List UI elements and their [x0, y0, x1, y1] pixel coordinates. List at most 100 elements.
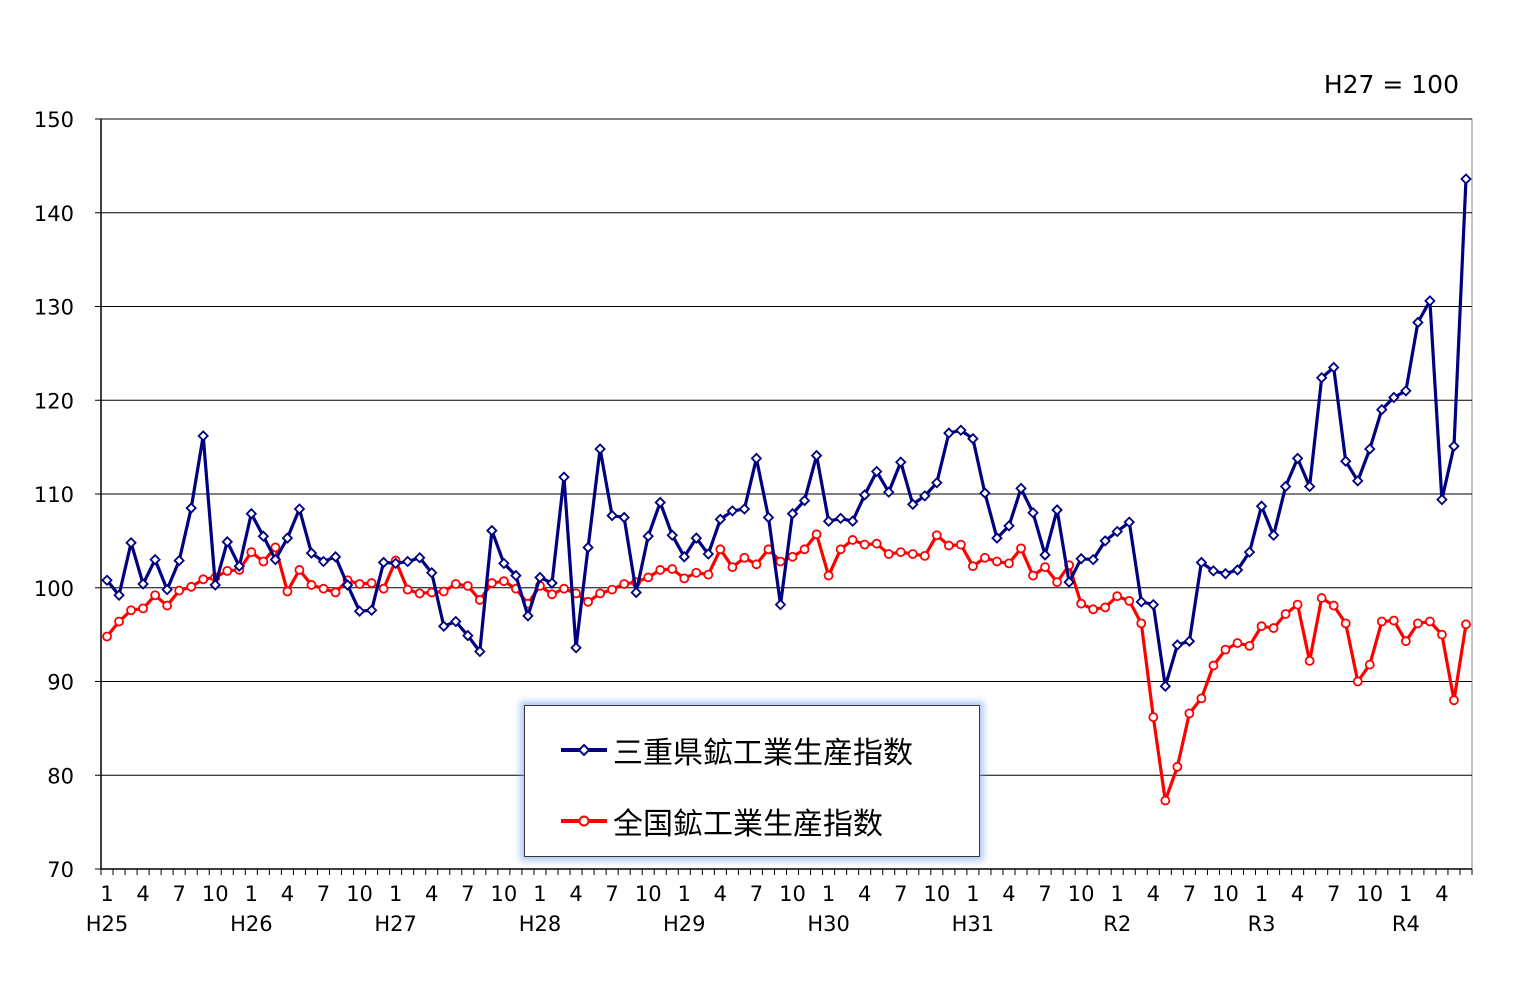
data-point [1063, 576, 1075, 588]
data-point [786, 507, 799, 520]
data-point [870, 465, 883, 478]
data-point [774, 598, 787, 611]
data-point [667, 564, 678, 574]
data-point [1388, 615, 1399, 626]
x-tick-label: 10 [923, 882, 950, 906]
data-point [1412, 316, 1424, 329]
data-point [618, 511, 630, 524]
data-point [1364, 443, 1376, 455]
data-point [727, 562, 738, 573]
y-tick-label: 110 [34, 483, 74, 507]
data-point [486, 578, 497, 588]
x-tick-label: 7 [894, 882, 907, 906]
x-year-label: H29 [663, 912, 706, 936]
data-point [1448, 440, 1460, 452]
data-point [510, 569, 522, 582]
x-tick-label: 1 [678, 882, 691, 906]
data-point [559, 583, 569, 594]
data-point [655, 565, 666, 575]
data-point [1100, 602, 1111, 613]
data-point [654, 496, 666, 509]
x-tick-label: 1 [389, 882, 402, 906]
data-point [269, 553, 282, 566]
data-point [583, 596, 593, 607]
data-point [450, 579, 461, 589]
x-year-label: H30 [807, 912, 850, 936]
data-point [678, 551, 691, 563]
x-tick-label: 4 [569, 882, 582, 906]
data-point [330, 587, 341, 598]
data-point [1099, 535, 1111, 547]
x-tick-label: 4 [1291, 882, 1304, 906]
x-tick-label: 1 [822, 882, 835, 906]
data-point [486, 524, 498, 537]
y-tick-label: 120 [34, 389, 74, 413]
x-tick-label: 7 [1327, 882, 1340, 906]
data-point [1172, 761, 1183, 772]
x-year-label: H27 [374, 912, 417, 936]
series-mie [101, 173, 1472, 692]
data-point [858, 489, 871, 501]
data-point [498, 557, 510, 570]
data-point [798, 494, 811, 507]
x-year-label: R2 [1103, 912, 1131, 936]
data-point [1267, 529, 1280, 542]
base-year-note: H27 = 100 [1323, 70, 1459, 99]
x-tick-label: 7 [605, 882, 618, 906]
data-point [751, 559, 762, 570]
x-tick-label: 1 [245, 882, 258, 906]
y-axis: 70 80 90 100 110 120 130 140 150 [34, 108, 102, 882]
data-point [739, 552, 750, 563]
x-tick-label: 4 [858, 882, 871, 906]
data-point [1027, 506, 1039, 519]
data-point [690, 532, 703, 544]
y-tick-label: 140 [34, 202, 74, 226]
data-point [306, 580, 317, 590]
data-point [1219, 567, 1232, 580]
data-point [474, 645, 486, 658]
data-point [750, 452, 763, 465]
data-point [198, 574, 209, 585]
data-point [859, 539, 870, 550]
data-point [1436, 493, 1448, 506]
data-point [1303, 480, 1316, 493]
data-point [222, 565, 233, 576]
data-point [1015, 482, 1027, 495]
data-point [1400, 385, 1412, 397]
data-point [546, 577, 558, 589]
x-tick-label: 10 [1356, 882, 1383, 906]
data-point [389, 557, 402, 570]
data-point [425, 566, 438, 579]
data-point [305, 547, 318, 559]
data-point [1112, 591, 1123, 602]
data-point [726, 505, 739, 517]
x-tick-label: 10 [635, 882, 662, 906]
data-point [943, 427, 955, 439]
data-point [102, 631, 112, 642]
data-point [318, 583, 329, 594]
data-point [1051, 504, 1063, 516]
data-point [907, 549, 918, 559]
x-tick-label: 4 [281, 882, 294, 906]
data-point [1160, 795, 1171, 806]
data-point [570, 641, 582, 654]
data-point [703, 569, 714, 580]
data-point [1195, 556, 1208, 569]
data-point [1328, 600, 1339, 611]
x-year-label: H31 [952, 912, 995, 936]
x-tick-label: 4 [425, 882, 438, 906]
data-point [979, 487, 991, 499]
data-point [1136, 618, 1147, 629]
data-point [955, 539, 966, 550]
data-point [558, 471, 570, 483]
data-point [1243, 546, 1256, 558]
data-point [894, 456, 907, 468]
data-point [1208, 660, 1219, 671]
data-point [1052, 577, 1062, 588]
data-point [1088, 604, 1099, 615]
x-year-label: H25 [86, 912, 129, 936]
data-point [498, 576, 509, 587]
data-point [619, 579, 630, 589]
data-point [895, 547, 906, 558]
data-point [715, 544, 726, 555]
